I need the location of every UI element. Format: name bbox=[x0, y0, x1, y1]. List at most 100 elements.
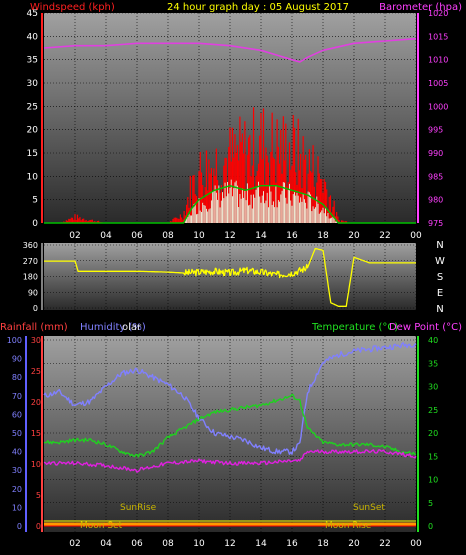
baro-tick-label: 975 bbox=[428, 219, 443, 228]
wind-tick-label: 40 bbox=[27, 32, 39, 42]
chart-title: 24 hour graph day : 05 August 2017 bbox=[167, 2, 349, 13]
x-tick-label: 04 bbox=[100, 231, 112, 241]
x-tick-label: 20 bbox=[348, 539, 360, 549]
moonrise-label: Moon Rise bbox=[325, 521, 372, 531]
baro-tick-label: 1010 bbox=[428, 56, 448, 65]
solar-axis-title: olar bbox=[122, 322, 142, 333]
wind-panel-plot bbox=[43, 37, 417, 224]
windspeed-axis-title: Windspeed (kph) bbox=[30, 2, 115, 13]
rain-tick-label: 25 bbox=[31, 367, 41, 376]
direction-tick-label: 90 bbox=[28, 288, 38, 297]
humidity-tick-label: 0 bbox=[17, 522, 22, 531]
x-tick-label: 18 bbox=[317, 231, 329, 241]
wind-tick-label: 35 bbox=[27, 56, 38, 66]
baro-tick-label: 1020 bbox=[428, 9, 448, 18]
rain-tick-label: 20 bbox=[31, 398, 41, 407]
humidity-tick-label: 20 bbox=[12, 485, 22, 494]
x-tick-label: 00 bbox=[410, 231, 422, 241]
direction-panel-plot bbox=[44, 247, 416, 307]
x-tick-label: 18 bbox=[317, 539, 329, 549]
compass-label: E bbox=[437, 288, 443, 299]
temperature-tick-label: 10 bbox=[428, 476, 438, 485]
humidity-axis-title: Humidity (%) bbox=[80, 322, 146, 333]
humidity-tick-label: 70 bbox=[12, 392, 22, 401]
compass-label: N bbox=[436, 240, 443, 251]
x-tick-label: 06 bbox=[131, 539, 143, 549]
x-tick-label: 02 bbox=[69, 231, 80, 241]
temperature-axis-title: Temperature (°C) bbox=[311, 322, 398, 333]
wind-tick-label: 30 bbox=[27, 79, 39, 89]
x-tick-label: 14 bbox=[255, 539, 267, 549]
climate-panel bbox=[44, 336, 416, 532]
direction-tick-label: 360 bbox=[23, 241, 38, 250]
temperature-tick-label: 5 bbox=[428, 499, 433, 508]
barometer-axis-title: Barometer (hpa) bbox=[379, 2, 462, 13]
wind-panel-x-ticks: 02 04 06 08 10 12 14 16 18 20 22 00 bbox=[69, 231, 422, 241]
humidity-tick-label: 80 bbox=[12, 373, 22, 382]
x-tick-label: 20 bbox=[348, 231, 360, 241]
humidity-tick-label: 30 bbox=[12, 466, 22, 475]
temperature-tick-label: 30 bbox=[428, 383, 438, 392]
baro-tick-label: 985 bbox=[428, 172, 443, 181]
rainfall-axis-title: Rainfall (mm) bbox=[0, 322, 68, 333]
wind-direction-line bbox=[44, 247, 416, 307]
climate-panel-plot bbox=[43, 342, 417, 527]
x-tick-label: 12 bbox=[224, 231, 235, 241]
wind-tick-label: 20 bbox=[27, 126, 39, 136]
temperature-tick-label: 15 bbox=[428, 452, 438, 461]
temperature-tick-label: 25 bbox=[428, 406, 438, 415]
humidity-tick-label: 40 bbox=[12, 448, 22, 457]
rain-tick-label: 0 bbox=[36, 522, 41, 531]
direction-tick-label: 180 bbox=[23, 273, 38, 282]
temperature-tick-label: 0 bbox=[428, 522, 433, 531]
x-tick-label: 02 bbox=[69, 539, 80, 549]
x-tick-label: 14 bbox=[255, 231, 267, 241]
barometer-line bbox=[43, 37, 417, 63]
x-tick-label: 06 bbox=[131, 231, 143, 241]
wind-tick-label: 5 bbox=[32, 196, 38, 206]
wind-panel-axes: 0510152025303540459759809859909951000100… bbox=[27, 9, 449, 229]
wind-tick-label: 10 bbox=[27, 172, 39, 182]
humidity-tick-label: 60 bbox=[12, 410, 22, 419]
temperature-tick-label: 40 bbox=[428, 336, 438, 345]
temperature-line bbox=[43, 393, 417, 458]
baro-tick-label: 1015 bbox=[428, 32, 448, 41]
baro-tick-label: 980 bbox=[428, 196, 443, 205]
humidity-tick-label: 50 bbox=[12, 429, 22, 438]
direction-tick-label: 270 bbox=[23, 257, 38, 266]
x-tick-label: 10 bbox=[193, 231, 205, 241]
baro-tick-label: 990 bbox=[428, 149, 443, 158]
moonset-label: Moon Set bbox=[80, 521, 123, 531]
baro-tick-label: 1005 bbox=[428, 79, 448, 88]
dewpoint-line bbox=[43, 449, 417, 473]
wind-tick-label: 15 bbox=[27, 149, 38, 159]
rain-tick-label: 10 bbox=[31, 460, 41, 469]
humidity-tick-label: 10 bbox=[12, 503, 22, 512]
compass-label: S bbox=[437, 272, 443, 283]
direction-tick-label: 0 bbox=[33, 304, 38, 313]
x-tick-label: 12 bbox=[224, 539, 235, 549]
humidity-tick-label: 90 bbox=[12, 355, 22, 364]
humidity-line bbox=[43, 342, 417, 455]
rain-tick-label: 15 bbox=[31, 429, 41, 438]
rain-tick-label: 30 bbox=[31, 336, 41, 345]
compass-label: W bbox=[435, 256, 445, 267]
humidity-tick-label: 100 bbox=[7, 336, 22, 345]
wind-tick-label: 0 bbox=[32, 219, 38, 229]
x-tick-label: 00 bbox=[410, 539, 422, 549]
x-tick-label: 08 bbox=[162, 539, 174, 549]
dewpoint-axis-title: Dew Point (°C) bbox=[389, 322, 462, 333]
climate-panel-x-ticks: 02 04 06 08 10 12 14 16 18 20 22 00 bbox=[69, 539, 422, 549]
x-tick-label: 10 bbox=[193, 539, 205, 549]
x-tick-label: 04 bbox=[100, 539, 112, 549]
baro-tick-label: 1000 bbox=[428, 102, 448, 111]
wind-average-line bbox=[44, 184, 416, 224]
temperature-tick-label: 35 bbox=[428, 359, 438, 368]
baro-tick-label: 995 bbox=[428, 126, 443, 135]
x-tick-label: 22 bbox=[379, 231, 390, 241]
x-tick-label: 16 bbox=[286, 231, 298, 241]
temperature-tick-label: 20 bbox=[428, 429, 438, 438]
